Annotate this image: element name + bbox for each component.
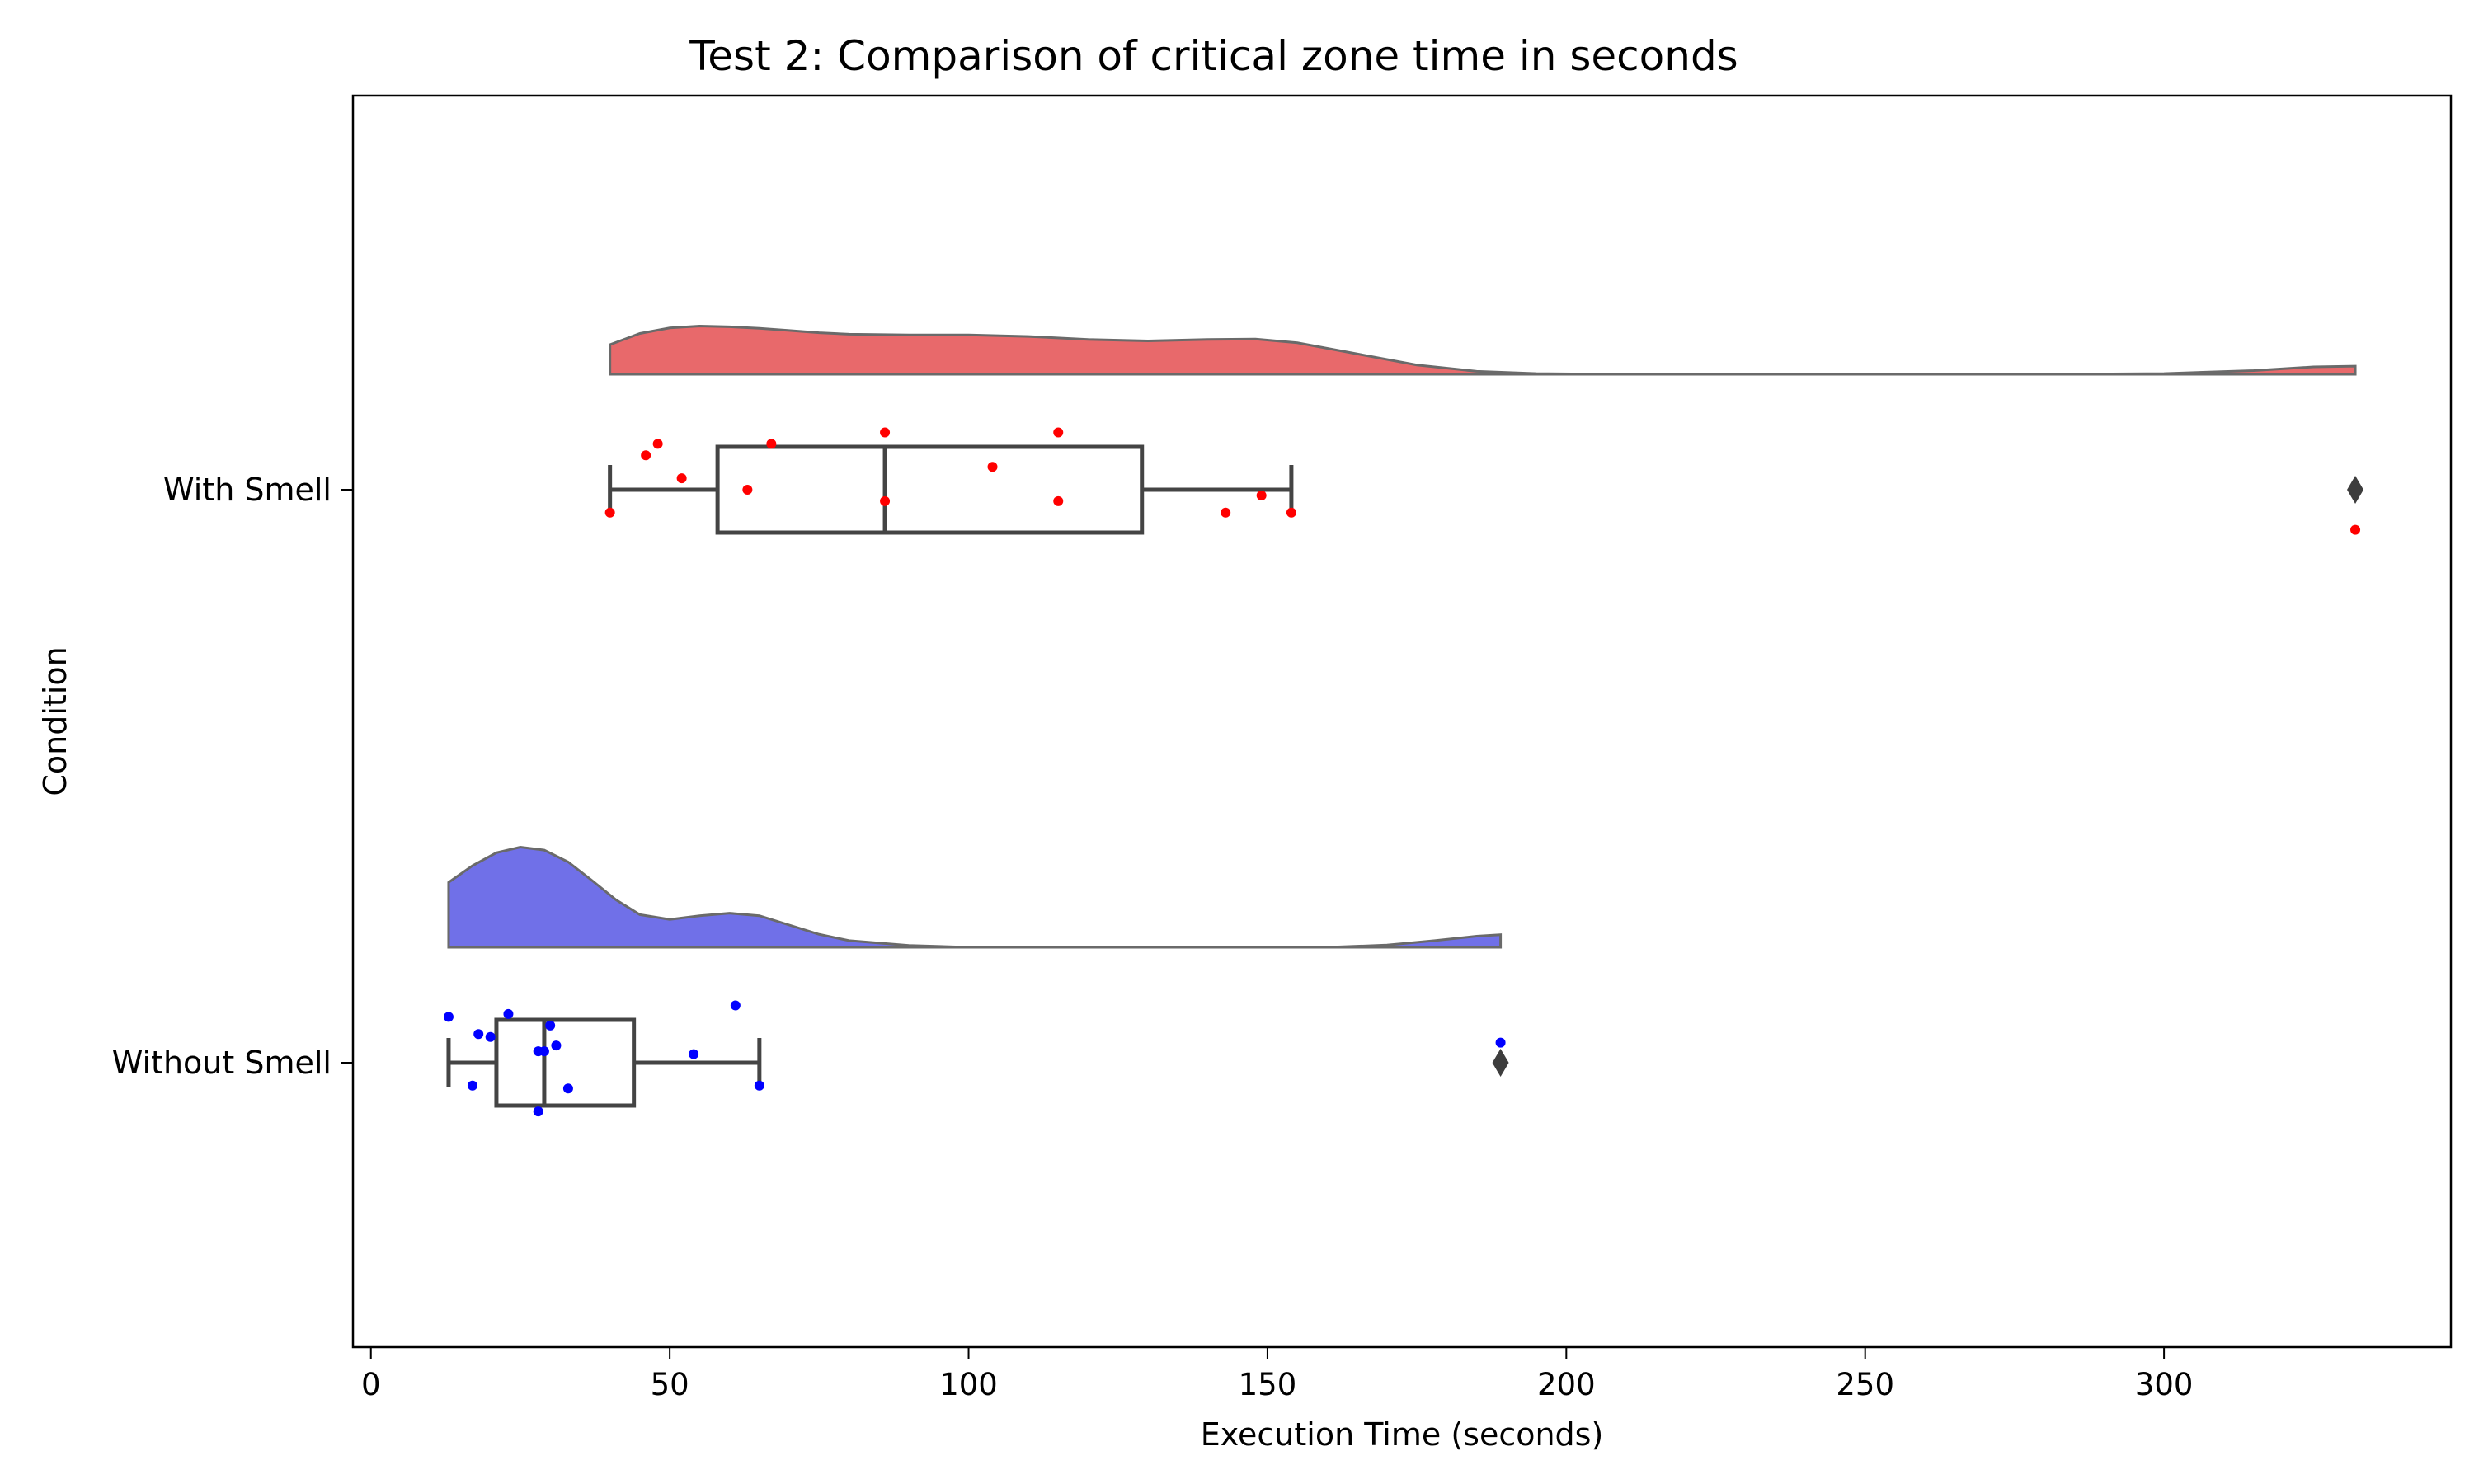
data-point [503, 1008, 514, 1019]
outlier-marker [1492, 1049, 1509, 1077]
data-point [652, 439, 663, 449]
data-point [689, 1049, 699, 1059]
data-point [742, 485, 753, 495]
data-point [2350, 524, 2361, 535]
density-cloud [447, 845, 1503, 949]
x-axis-label: Execution Time (seconds) [1201, 1416, 1604, 1453]
x-tick-label: 200 [1537, 1367, 1596, 1402]
data-point [1495, 1037, 1506, 1048]
x-axis: 0 50 100 150 200 250 300 [361, 1347, 2193, 1402]
data-point [443, 1012, 454, 1022]
plot-area [443, 324, 2364, 1117]
y-axis-label: Condition [37, 646, 73, 796]
data-point [1286, 507, 1296, 518]
x-tick-label: 50 [651, 1367, 689, 1402]
data-point [562, 1083, 573, 1094]
data-point [754, 1080, 764, 1091]
data-point [539, 1046, 549, 1057]
y-tick-label: Without Smell [112, 1045, 332, 1081]
data-point [641, 450, 651, 461]
data-point [545, 1020, 556, 1031]
data-point [551, 1040, 562, 1051]
data-point [604, 507, 615, 518]
data-point [467, 1080, 477, 1091]
data-point [1221, 507, 1231, 518]
x-tick-label: 100 [939, 1367, 998, 1402]
x-tick-label: 300 [2135, 1367, 2194, 1402]
data-point [730, 1000, 741, 1011]
data-point [485, 1031, 496, 1042]
data-point [473, 1029, 484, 1040]
plot-frame [351, 94, 2453, 1349]
x-tick-label: 150 [1239, 1367, 1297, 1402]
data-point [1053, 427, 1064, 438]
y-axis: With Smell Without Smell [112, 472, 353, 1081]
data-point [533, 1106, 543, 1117]
data-point [880, 427, 891, 438]
outlier-marker [2347, 476, 2364, 504]
density-cloud [609, 324, 2357, 376]
data-point [676, 473, 687, 484]
series-without-smell [443, 845, 1509, 1117]
iqr-box [494, 1017, 637, 1108]
series-with-smell [604, 324, 2364, 535]
data-point [880, 495, 891, 506]
x-tick-label: 0 [361, 1367, 381, 1402]
data-point [987, 462, 998, 472]
x-tick-label: 250 [1836, 1367, 1894, 1402]
data-point [766, 439, 777, 449]
data-point [1053, 495, 1064, 506]
chart-title: Test 2: Comparison of critical zone time… [689, 32, 1738, 80]
y-tick-label: With Smell [163, 472, 332, 508]
iqr-box [715, 444, 1145, 535]
data-point [1256, 490, 1267, 500]
